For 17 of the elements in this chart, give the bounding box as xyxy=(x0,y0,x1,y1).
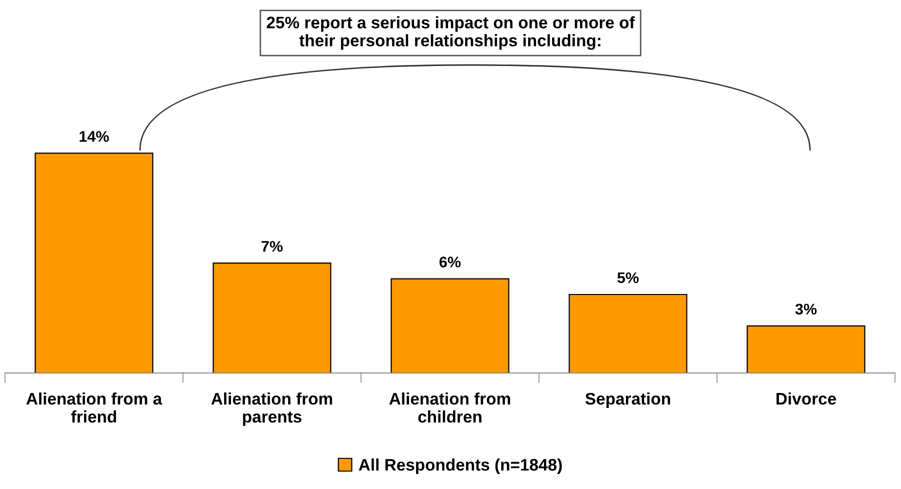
bar xyxy=(212,262,332,373)
data-label: 6% xyxy=(440,256,461,268)
x-tick-label: Alienation from parents xyxy=(211,392,332,426)
chart-title: 25% report a serious impact on one or more of their personal relationships including: xyxy=(266,16,635,50)
x-tick-label: Divorce xyxy=(776,392,836,405)
legend-label: All Respondents (n=1848) xyxy=(358,458,562,474)
data-label: 5% xyxy=(617,272,639,284)
bar xyxy=(568,294,688,373)
data-label: 14% xyxy=(80,131,109,142)
x-tick-label: Alienation from children xyxy=(389,392,510,423)
bar xyxy=(390,278,510,373)
bar xyxy=(746,325,866,373)
x-tick-label: Alienation from a friend xyxy=(26,392,162,423)
data-label: 3% xyxy=(795,304,817,315)
bar xyxy=(34,152,154,373)
x-tick-label: Separation xyxy=(585,392,670,408)
data-label: 7% xyxy=(262,240,283,252)
